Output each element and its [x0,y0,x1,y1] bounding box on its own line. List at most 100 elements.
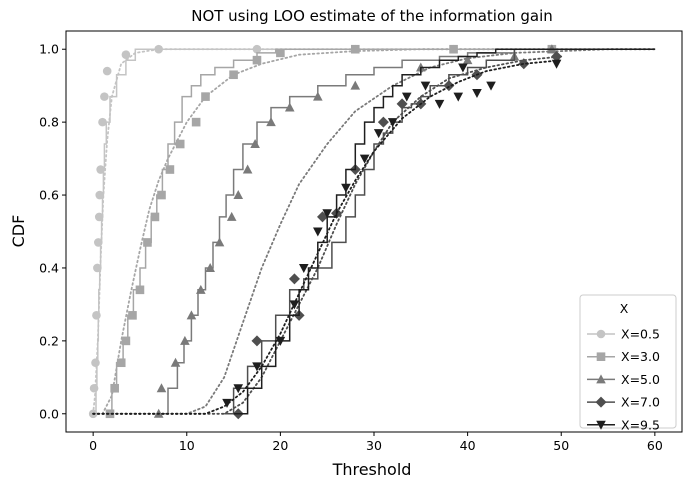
legend-item: X=3.0 [587,349,660,364]
data-point [387,118,398,128]
fit-curve [92,48,656,415]
fit-curve [92,48,656,415]
legend-label: X=9.5 [621,417,660,432]
data-point [98,117,107,127]
data-point [233,384,244,394]
data-point [157,190,166,200]
empirical-cdf-line [158,48,655,415]
data-point [226,211,237,221]
data-point [313,227,323,237]
data-point [116,358,126,368]
data-point [396,98,408,110]
data-point [128,311,137,320]
data-point [486,81,496,91]
empirical-cdf-line [93,48,655,415]
series-X=7.0 [92,48,655,420]
data-point [275,336,286,346]
x-tick-label: 20 [272,438,288,453]
data-point [94,212,104,222]
empirical-cdf-line [107,48,655,415]
data-point [288,273,300,285]
x-tick-label: 40 [460,438,476,453]
series-X=3.0 [92,44,656,419]
legend-label: X=0.5 [621,327,660,342]
data-point [252,362,262,372]
chart-title: NOT using LOO estimate of the informatio… [191,7,553,25]
data-point [121,336,131,346]
data-point [186,310,197,320]
data-point [242,164,253,174]
data-point [420,81,431,91]
legend-marker [596,352,606,361]
data-point [175,139,185,149]
x-tick-label: 10 [179,438,195,453]
legend-marker [596,329,606,339]
data-point [551,59,562,69]
data-point [89,383,99,393]
fit-curve [92,48,656,415]
data-point [266,117,276,127]
legend-marker [596,420,606,430]
legend-item: X=7.0 [587,395,660,410]
data-point [96,165,105,174]
data-point [214,237,225,247]
legend-label: X=3.0 [621,349,660,364]
data-point [196,284,206,294]
data-point [443,80,455,92]
legend-box [579,294,677,429]
data-point [449,44,458,54]
data-point [102,66,112,76]
data-point [222,398,232,408]
data-point [313,91,323,101]
data-point [170,357,181,367]
legend-marker [595,396,607,408]
data-point [93,238,103,247]
data-point [377,116,389,128]
y-tick-label: 0.4 [39,260,59,275]
data-point [373,129,384,139]
data-point [289,300,300,310]
data-point [93,263,102,273]
y-tick-label: 0.2 [39,333,59,348]
data-point [276,48,285,58]
data-point [462,55,473,65]
data-point [229,70,238,80]
data-point [143,238,152,247]
data-point [121,50,131,59]
y-tick-label: 1.0 [39,42,59,57]
data-point [284,102,295,112]
x-tick-label: 0 [89,438,97,453]
series-X=0.5 [88,44,656,419]
data-point [551,51,563,63]
data-point [350,44,360,54]
data-point [252,55,262,65]
legend-label: X=7.0 [621,395,660,410]
data-point [180,335,190,345]
legend-marker [596,374,606,384]
data-point [191,117,201,127]
legend-title: X [620,301,629,316]
y-tick-label: 0.8 [39,115,59,130]
data-point [250,139,260,149]
y-axis-label: CDF [9,215,28,248]
legend-item: X=5.0 [587,372,660,387]
data-point [233,190,244,200]
data-point [91,358,100,368]
data-point [165,165,175,174]
data-point [156,383,167,393]
series-X=9.5 [92,48,655,415]
data-point [359,154,370,164]
y-tick-label: 0.0 [39,406,59,421]
data-point [105,409,115,419]
data-point [154,44,163,54]
data-point [434,99,445,109]
data-point [341,183,351,193]
data-point [251,335,263,347]
data-point [322,209,332,219]
legend-label: X=5.0 [621,372,660,387]
data-point [401,92,412,102]
data-point [95,190,105,200]
data-point [110,383,119,393]
